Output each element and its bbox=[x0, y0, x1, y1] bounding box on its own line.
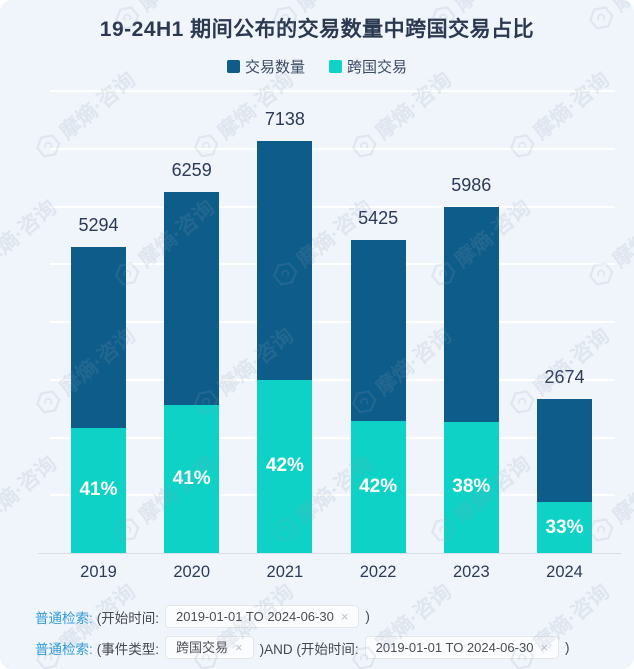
bar-group-2023: 38% 5986 bbox=[443, 91, 499, 553]
legend-swatch-icon bbox=[226, 60, 240, 73]
filter-tag[interactable]: 2019-01-01 TO 2024-06-30 × bbox=[165, 605, 360, 628]
legend-label: 跨国交易 bbox=[347, 59, 408, 76]
chart-legend: 交易数量 跨国交易 bbox=[0, 56, 634, 77]
percent-label: 41% bbox=[79, 479, 118, 501]
gridline bbox=[50, 147, 615, 150]
gridline bbox=[50, 436, 615, 439]
filter-text: (开始时间: bbox=[96, 610, 160, 626]
filter-tag-value: 2019-01-01 TO 2024-06-30 bbox=[375, 640, 534, 655]
bar-chart-plot: 41% 5294 41% 6259 42% 7138 42% 5425 38% 5986 33% 26… bbox=[38, 90, 621, 554]
value-label: 7138 bbox=[264, 108, 305, 129]
bar-group-2022: 42% 5425 bbox=[350, 91, 406, 553]
filter-keyword-link[interactable]: 普通检索: bbox=[35, 641, 93, 657]
filter-tag[interactable]: 2019-01-01 TO 2024-06-30 × bbox=[364, 636, 560, 659]
value-label: 2674 bbox=[544, 366, 585, 387]
filter-row-2: 普通检索: (事件类型: 跨国交易 × )AND (开始时间: 2019-01-01 TO… bbox=[35, 632, 624, 663]
remove-filter-icon[interactable]: × bbox=[235, 640, 243, 655]
filter-row-1: 普通检索: (开始时间: 2019-01-01 TO 2024-06-30 ×) bbox=[35, 601, 624, 632]
gridline bbox=[50, 321, 615, 323]
filter-text: ) bbox=[365, 609, 370, 624]
legend-label: 交易数量 bbox=[244, 59, 305, 76]
value-label: 5425 bbox=[358, 207, 399, 228]
remove-filter-icon[interactable]: × bbox=[340, 609, 349, 624]
bar-crossborder-2023[interactable]: 38% bbox=[443, 421, 499, 553]
percent-label: 33% bbox=[545, 516, 584, 538]
bar-crossborder-2021[interactable]: 42% bbox=[257, 379, 313, 553]
percent-label: 38% bbox=[452, 476, 491, 498]
bar-crossborder-2022[interactable]: 42% bbox=[350, 421, 406, 553]
legend-item-交易数量[interactable]: 交易数量 bbox=[226, 56, 305, 77]
x-axis-line bbox=[38, 553, 621, 554]
x-axis-label-2023: 2023 bbox=[452, 563, 490, 581]
value-label: 5986 bbox=[451, 175, 492, 196]
bar-group-2020: 41% 6259 bbox=[164, 91, 220, 553]
value-label: 5294 bbox=[78, 215, 119, 236]
gridline bbox=[50, 263, 615, 266]
value-label: 6259 bbox=[171, 159, 212, 180]
gridline bbox=[50, 494, 615, 497]
gridline bbox=[50, 378, 615, 381]
percent-label: 41% bbox=[172, 467, 211, 489]
x-axis-label-2019: 2019 bbox=[80, 563, 117, 581]
bar-crossborder-2024[interactable]: 33% bbox=[537, 502, 592, 553]
page-title: 19-24H1 期间公布的交易数量中跨国交易占比 bbox=[99, 18, 535, 41]
filter-text: )AND (开始时间: bbox=[259, 641, 359, 657]
filter-text: ) bbox=[565, 640, 570, 655]
x-axis-label-2020: 2020 bbox=[173, 563, 211, 581]
bar-group-2021: 42% 7138 bbox=[257, 91, 313, 553]
bar-group-2024: 33% 2674 bbox=[537, 91, 592, 553]
filter-tag-value: 2019-01-01 TO 2024-06-30 bbox=[176, 609, 334, 624]
filter-tag[interactable]: 跨国交易 × bbox=[165, 636, 254, 659]
x-axis-label-2024: 2024 bbox=[546, 563, 583, 581]
bar-crossborder-2020[interactable]: 41% bbox=[164, 404, 220, 553]
bar-group-2019: 41% 5294 bbox=[71, 91, 126, 553]
gridline bbox=[50, 90, 615, 92]
legend-swatch-icon bbox=[329, 60, 342, 73]
filter-tag-value: 跨国交易 bbox=[176, 640, 229, 655]
x-axis-label-2021: 2021 bbox=[266, 563, 304, 581]
percent-label: 42% bbox=[359, 476, 398, 498]
legend-item-跨国交易[interactable]: 跨国交易 bbox=[329, 56, 407, 77]
percent-label: 42% bbox=[265, 455, 304, 477]
gridline bbox=[50, 205, 615, 208]
filter-text: (事件类型: bbox=[96, 641, 160, 657]
x-axis-label-2022: 2022 bbox=[359, 563, 397, 581]
filter-keyword-link[interactable]: 普通检索: bbox=[35, 610, 93, 626]
remove-filter-icon[interactable]: × bbox=[540, 640, 549, 655]
search-filters: 普通检索: (开始时间: 2019-01-01 TO 2024-06-30 ×) 普通检… bbox=[35, 601, 624, 663]
bar-crossborder-2019[interactable]: 41% bbox=[71, 427, 126, 553]
